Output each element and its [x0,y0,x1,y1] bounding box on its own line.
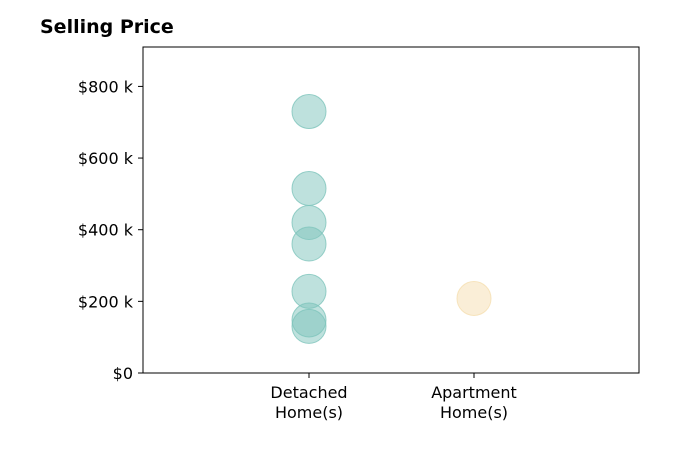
data-point [291,171,327,207]
x-tick-label: Apartment [431,383,517,402]
data-point [456,280,492,316]
y-tick-label: $400 k [78,221,134,240]
y-tick-label: $800 k [78,77,134,96]
x-tick-label: Detached [270,383,347,402]
chart-title: Selling Price [40,16,174,38]
y-axis: $0 $200 k $400 k $600 k $800 k [78,77,143,383]
plot-frame [142,46,640,374]
data-point [291,308,327,344]
x-tick-label: Home(s) [275,403,343,422]
data-point [291,226,327,262]
x-tick-label: Home(s) [440,403,508,422]
y-tick-label: $0 [113,364,133,383]
y-tick-label: $200 k [78,292,134,311]
data-points [291,93,492,344]
data-point [291,93,327,129]
y-tick-label: $600 k [78,149,134,168]
